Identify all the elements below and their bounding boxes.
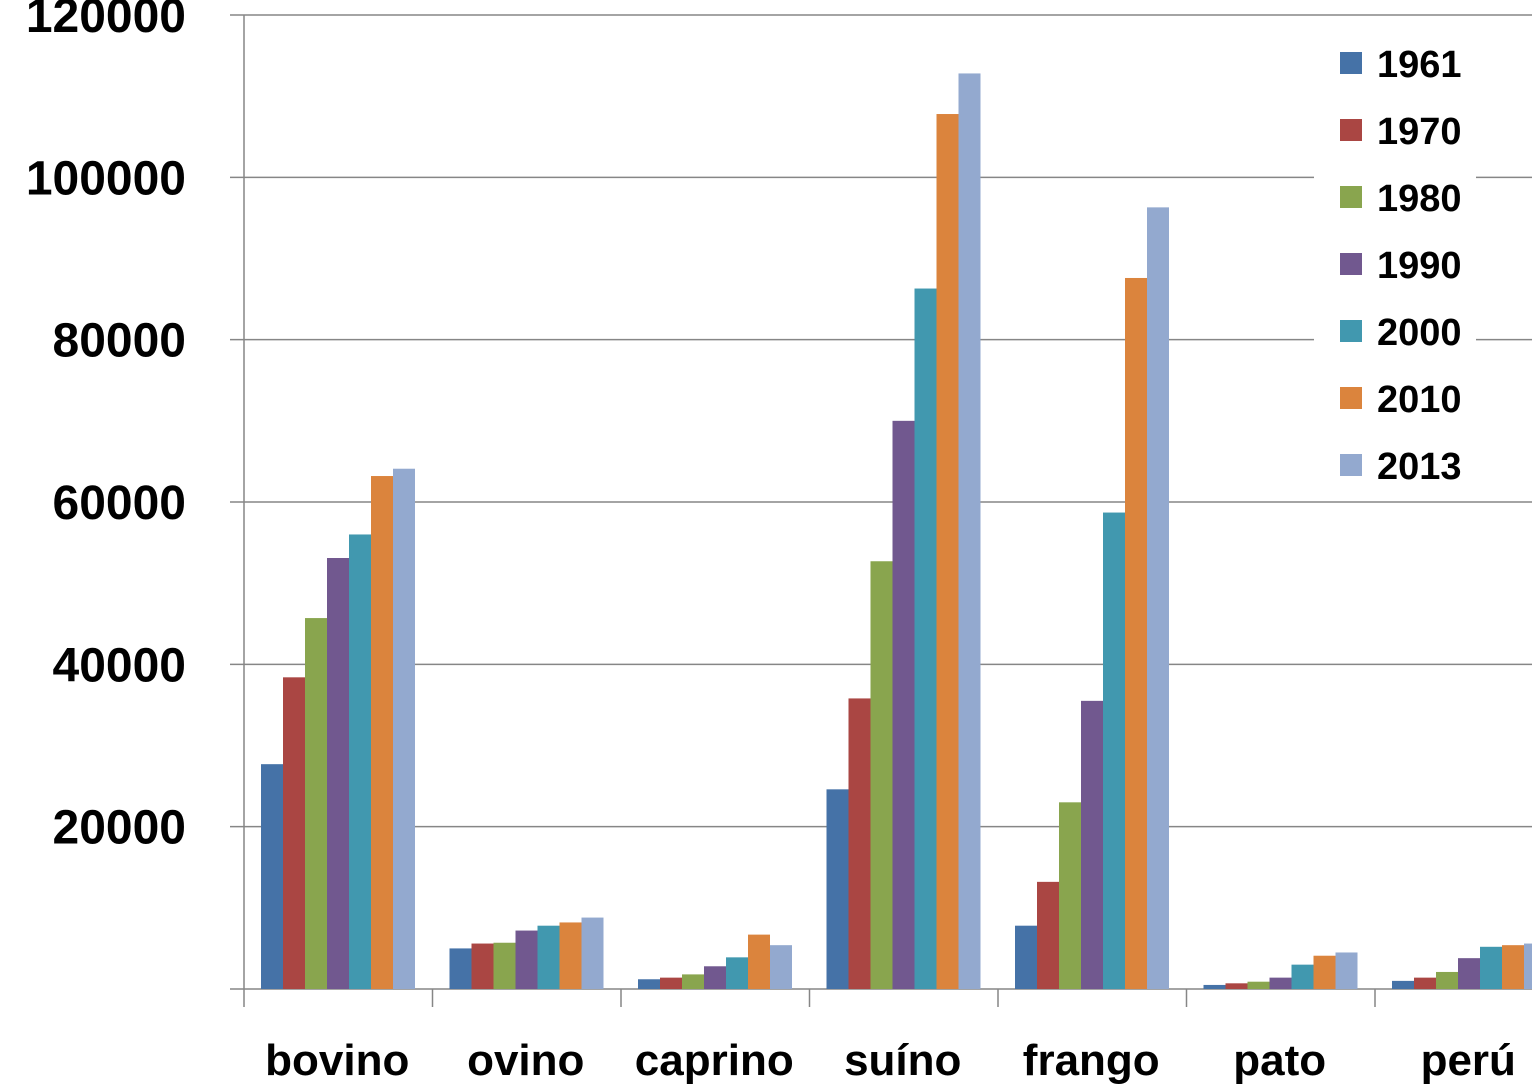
- bar-frango-2010: [1125, 277, 1147, 990]
- y-tick-label-40000: 40000: [53, 639, 186, 692]
- y-tick-label-80000: 80000: [53, 315, 186, 368]
- legend-swatch-2010: [1340, 387, 1362, 409]
- bar-perú-1961: [1392, 980, 1414, 989]
- bar-bovino-2013: [393, 468, 415, 989]
- bar-suíno-2000: [914, 288, 937, 989]
- bar-perú-2000: [1480, 946, 1502, 989]
- legend-swatch-2000: [1340, 320, 1362, 342]
- x-tick-label-pato: pato: [1233, 1036, 1326, 1085]
- legend-swatch-1961: [1340, 52, 1362, 74]
- bar-caprino-1980: [682, 974, 704, 989]
- bar-frango-1980: [1059, 802, 1081, 989]
- bar-ovino-2010: [559, 922, 582, 989]
- legend-label-2010: 2010: [1377, 379, 1462, 421]
- legend-label-1970: 1970: [1377, 111, 1462, 153]
- y-tick-labels: 20000 40000 60000 80000 100000 120000: [26, 0, 186, 855]
- legend-label-1980: 1980: [1377, 178, 1462, 220]
- bar-frango-1961: [1015, 925, 1037, 989]
- x-tick-label-ovino: ovino: [467, 1036, 584, 1085]
- bar-bovino-1970: [283, 677, 305, 989]
- bar-bovino-2000: [349, 534, 371, 989]
- bar-perú-1970: [1414, 977, 1436, 989]
- x-tick-label-caprino: caprino: [635, 1036, 794, 1085]
- bar-suíno-2010: [936, 114, 959, 990]
- legend-swatch-2013: [1340, 454, 1362, 476]
- bar-bovino-1980: [305, 618, 327, 989]
- x-tick-label-frango: frango: [1023, 1036, 1160, 1085]
- bar-frango-1970: [1037, 881, 1059, 989]
- bar-frango-2000: [1103, 512, 1125, 989]
- bar-pato-1970: [1225, 983, 1248, 989]
- bar-ovino-1961: [449, 948, 472, 989]
- bar-bovino-1990: [327, 558, 349, 989]
- bar-pato-1980: [1247, 981, 1270, 989]
- bar-ovino-2000: [537, 925, 560, 989]
- bar-ovino-2013: [581, 917, 604, 989]
- bar-perú-2013: [1524, 943, 1532, 989]
- legend-swatch-1970: [1340, 119, 1362, 141]
- bar-caprino-2013: [770, 945, 792, 989]
- bar-caprino-2010: [748, 934, 770, 989]
- bar-suíno-1980: [870, 561, 893, 989]
- bar-caprino-1970: [660, 977, 682, 989]
- x-tick-labels: bovino ovino caprino suíno frango pato perú: [265, 1036, 1516, 1085]
- legend-swatch-1980: [1340, 186, 1362, 208]
- bar-bovino-2010: [371, 476, 393, 989]
- y-tick-label-120000: 120000: [26, 0, 186, 43]
- y-tick-label-100000: 100000: [26, 152, 186, 205]
- legend-label-2000: 2000: [1377, 312, 1462, 354]
- y-tick-label-60000: 60000: [53, 477, 186, 530]
- x-tick-label-suíno: suíno: [844, 1036, 961, 1085]
- bar-pato-2010: [1313, 955, 1336, 989]
- bar-pato-2013: [1335, 952, 1358, 989]
- bar-ovino-1990: [515, 930, 538, 989]
- bar-perú-2010: [1502, 945, 1524, 989]
- x-tick-label-bovino: bovino: [265, 1036, 409, 1085]
- bar-pato-1961: [1203, 984, 1226, 989]
- bar-caprino-2000: [726, 957, 748, 989]
- bar-caprino-1961: [638, 979, 660, 989]
- bar-suíno-2013: [958, 73, 981, 989]
- legend-swatch-1990: [1340, 253, 1362, 275]
- gridlines: [230, 14, 1532, 828]
- legend-label-1990: 1990: [1377, 245, 1462, 287]
- bar-perú-1990: [1458, 958, 1480, 989]
- bar-pato-1990: [1269, 977, 1292, 989]
- bar-suíno-1970: [848, 698, 871, 989]
- bar-perú-1980: [1436, 971, 1458, 989]
- bar-frango-1990: [1081, 700, 1103, 989]
- legend: 1961 1970 1980 1990 2000 2010 2013: [1314, 28, 1476, 500]
- bar-suíno-1961: [826, 789, 849, 989]
- y-tick-label-20000: 20000: [53, 802, 186, 855]
- bar-ovino-1970: [471, 943, 494, 989]
- legend-label-1961: 1961: [1377, 44, 1462, 86]
- bar-bovino-1961: [261, 764, 283, 989]
- bar-suíno-1990: [892, 420, 915, 989]
- x-tick-label-perú: perú: [1421, 1036, 1516, 1085]
- bar-frango-2013: [1147, 207, 1169, 990]
- legend-label-2013: 2013: [1377, 446, 1462, 488]
- bar-ovino-1980: [493, 942, 516, 989]
- bar-pato-2000: [1291, 964, 1314, 989]
- bars: [261, 73, 1532, 990]
- bar-caprino-1990: [704, 966, 726, 989]
